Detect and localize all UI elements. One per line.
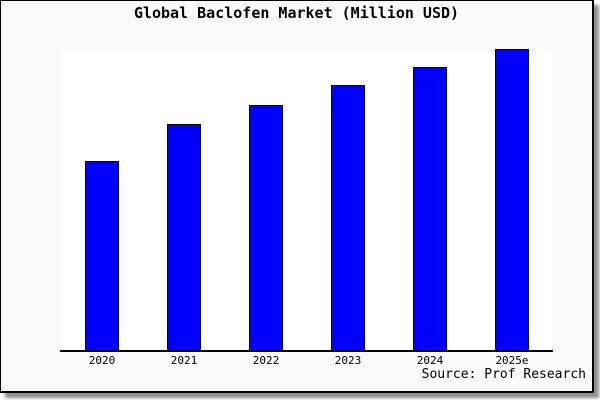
bar-2020	[85, 161, 119, 350]
ticks-row: 2020 2021 2022 2023 2024 2025e	[61, 354, 553, 367]
tick-label-2020: 2020	[88, 354, 116, 367]
x-axis-line	[60, 350, 553, 352]
plot-area	[61, 49, 553, 352]
bar-2021	[167, 124, 201, 350]
bar-2025e	[495, 49, 529, 350]
source-caption: Source: Prof Research	[421, 367, 586, 382]
tick-label-2022: 2022	[252, 354, 280, 367]
tick-label-2024: 2024	[416, 354, 444, 367]
chart-figure: Global Baclofen Market (Million USD) 202…	[0, 0, 594, 393]
chart-title: Global Baclofen Market (Million USD)	[133, 4, 460, 22]
bars-row	[61, 49, 553, 350]
bar-2023	[331, 85, 365, 350]
bar-2024	[413, 67, 447, 350]
tick-label-2025e: 2025e	[495, 354, 529, 367]
tick-label-2023: 2023	[334, 354, 362, 367]
tick-label-2021: 2021	[170, 354, 198, 367]
bar-2022	[249, 105, 283, 350]
